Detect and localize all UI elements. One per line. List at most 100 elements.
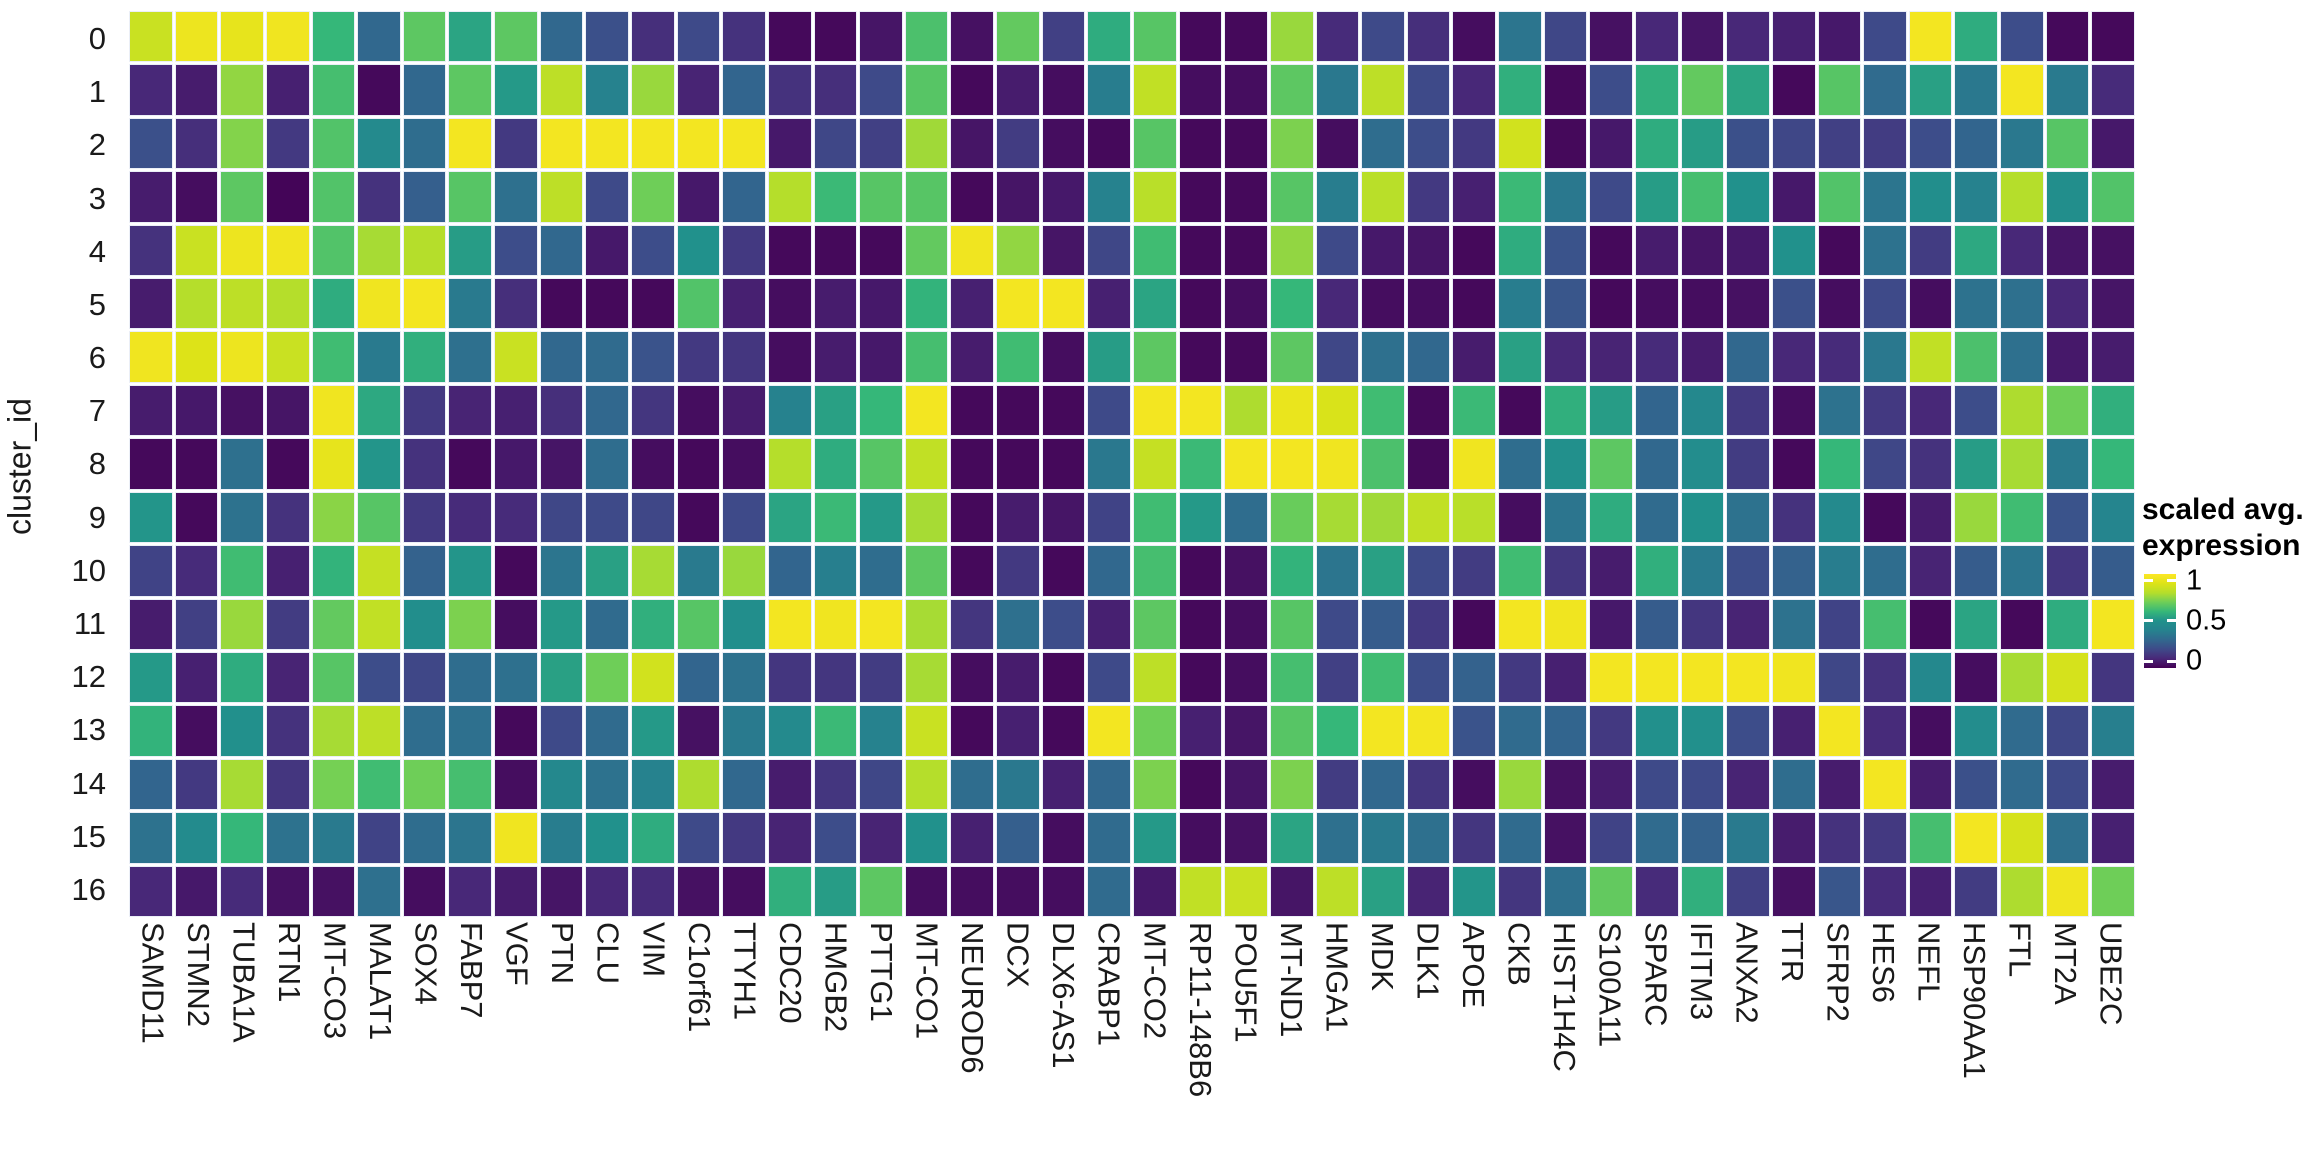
heatmap-cell [997, 439, 1039, 489]
heatmap-cell [1772, 65, 1815, 115]
heatmap-cell [1727, 12, 1769, 62]
heatmap-cell [1681, 118, 1724, 169]
heatmap-cell [1270, 813, 1313, 863]
heatmap-cell [540, 172, 583, 222]
heatmap-cell [1772, 439, 1815, 489]
heatmap-cell [1134, 759, 1176, 810]
heatmap-cell [768, 172, 811, 222]
heatmap-cell [1088, 492, 1130, 543]
heatmap-cell [358, 706, 400, 756]
heatmap-cell [1134, 706, 1176, 756]
heatmap-cell [221, 279, 263, 329]
heatmap-cell [1316, 652, 1359, 703]
heatmap-cell [449, 385, 492, 436]
heatmap-cell [814, 12, 857, 62]
heatmap-cell [2046, 866, 2089, 916]
heatmap-cell [1590, 439, 1632, 489]
heatmap-cell [1636, 65, 1678, 115]
heatmap-cell [403, 118, 446, 169]
heatmap-cell [905, 439, 948, 489]
heatmap-cell [403, 492, 446, 543]
heatmap-cell [449, 492, 492, 543]
heatmap-cell [1453, 652, 1496, 703]
heatmap-cell [997, 225, 1039, 276]
heatmap-cell [175, 172, 218, 222]
heatmap-cell [632, 546, 674, 596]
heatmap-cell [403, 652, 446, 703]
heatmap-cell [1727, 279, 1769, 329]
heatmap-cell [632, 759, 674, 810]
x-axis-tick-label: MALAT1 [362, 922, 398, 1041]
heatmap-cell [449, 866, 492, 916]
heatmap-cell [1407, 546, 1450, 596]
heatmap-cell [951, 172, 994, 222]
heatmap-cell [1316, 65, 1359, 115]
heatmap-cell [677, 759, 720, 810]
heatmap-cell [997, 759, 1039, 810]
heatmap-cell [814, 813, 857, 863]
heatmap-cell [1544, 439, 1587, 489]
heatmap-cell [175, 332, 218, 382]
heatmap-cell [814, 652, 857, 703]
heatmap-cell [1544, 492, 1587, 543]
heatmap-cell [175, 65, 218, 115]
heatmap-cell [723, 439, 765, 489]
heatmap-cell [495, 332, 537, 382]
heatmap-cell [449, 65, 492, 115]
heatmap-cell [2046, 706, 2089, 756]
y-axis-tick-label: 12 [71, 659, 106, 695]
heatmap-cell [312, 706, 355, 756]
heatmap-cell [905, 492, 948, 543]
heatmap-cell [540, 813, 583, 863]
heatmap-cell [677, 279, 720, 329]
heatmap-cell [495, 813, 537, 863]
heatmap-cell [1590, 172, 1632, 222]
heatmap-cell [1636, 599, 1678, 649]
heatmap-cell [1544, 65, 1587, 115]
heatmap-cell [1955, 225, 1998, 276]
x-axis-tick-label: S100A11 [1592, 922, 1628, 1048]
heatmap-cell [495, 492, 537, 543]
heatmap-cell [1088, 65, 1130, 115]
heatmap-cell [358, 225, 400, 276]
heatmap-cell [1544, 172, 1587, 222]
heatmap-cell [814, 385, 857, 436]
heatmap-cell [1270, 118, 1313, 169]
heatmap-cell [586, 65, 628, 115]
heatmap-cell [905, 759, 948, 810]
heatmap-cell [1042, 492, 1085, 543]
y-axis-tick-label: 8 [88, 446, 106, 482]
heatmap-cell [2001, 813, 2043, 863]
y-axis-tick-label: 11 [73, 606, 106, 642]
heatmap-cell [1179, 492, 1222, 543]
heatmap-cell [1909, 813, 1952, 863]
heatmap-cell [1088, 332, 1130, 382]
heatmap-cell [1362, 385, 1404, 436]
heatmap-cell [1362, 813, 1404, 863]
heatmap-cell [814, 172, 857, 222]
heatmap-cell [358, 439, 400, 489]
heatmap-cell [814, 759, 857, 810]
heatmap-cell [1225, 279, 1267, 329]
heatmap-cell [860, 652, 902, 703]
x-axis-tick-label: APOE [1456, 922, 1492, 1009]
heatmap-cell [723, 118, 765, 169]
heatmap-cell [130, 866, 172, 916]
heatmap-cell [1727, 332, 1769, 382]
heatmap-cell [1362, 439, 1404, 489]
y-axis-tick-label: 6 [88, 340, 106, 376]
heatmap-cell [677, 225, 720, 276]
heatmap-cell [449, 118, 492, 169]
heatmap-cell [358, 652, 400, 703]
x-axis-tick-label: RTN1 [271, 922, 307, 1003]
heatmap-cell [1727, 492, 1769, 543]
heatmap-cell [1225, 652, 1267, 703]
heatmap-cell [768, 332, 811, 382]
heatmap-cell [1270, 385, 1313, 436]
heatmap-cell [632, 332, 674, 382]
heatmap-cell [1636, 12, 1678, 62]
heatmap-cell [1407, 279, 1450, 329]
heatmap-cell [358, 492, 400, 543]
heatmap-cell [1955, 12, 1998, 62]
